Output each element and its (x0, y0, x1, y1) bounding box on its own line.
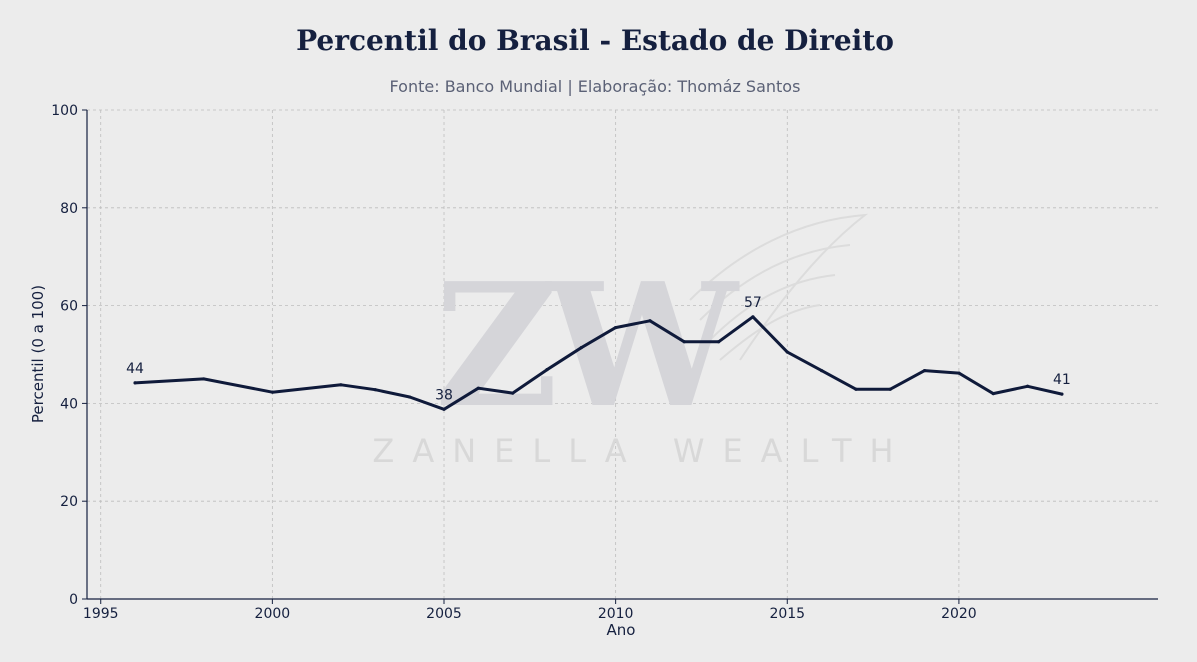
x-tick-label: 2010 (598, 606, 634, 622)
data-point (133, 381, 137, 385)
data-point (1025, 384, 1030, 388)
data-label: 57 (744, 295, 762, 311)
x-axis-label: Ano (607, 621, 636, 639)
axes: 1995 2000 2005 2010 2015 2020 0 20 40 60 80 100 (51, 103, 1158, 622)
data-point (545, 368, 549, 372)
y-tick-label: 0 (69, 592, 78, 608)
y-tick-label: 60 (60, 299, 78, 315)
y-tick-label: 100 (51, 103, 78, 119)
data-point (819, 369, 824, 373)
data-point (373, 388, 377, 392)
data-point (614, 326, 618, 330)
x-tick-label: 2020 (941, 606, 977, 622)
data-label: 41 (1053, 372, 1071, 388)
data-point (270, 390, 274, 394)
data-label: 44 (126, 361, 144, 377)
data-point (922, 369, 927, 373)
data-point (854, 387, 858, 391)
data-point (442, 407, 446, 411)
series-layer (133, 315, 1064, 411)
chart-title: Percentil do Brasil - Estado de Direito (296, 24, 894, 57)
data-point (476, 386, 480, 390)
y-tick-label: 80 (60, 201, 78, 217)
x-tick-label: 1995 (83, 606, 119, 622)
y-tick-label: 40 (60, 396, 78, 412)
x-tick-label: 2005 (426, 606, 462, 622)
data-point (785, 350, 789, 354)
data-label: 38 (435, 387, 453, 403)
x-tick-label: 2015 (769, 606, 805, 622)
data-point (957, 371, 961, 375)
data-point (888, 387, 892, 391)
y-tick-label: 20 (60, 494, 78, 510)
data-point (648, 319, 652, 323)
x-tick-label: 2000 (255, 606, 291, 622)
watermark-logo: ZW ZANELLA WEALTH (372, 213, 911, 470)
data-point (751, 315, 755, 319)
data-point (579, 346, 583, 350)
watermark-monogram: ZW (434, 246, 739, 446)
data-point (202, 377, 206, 381)
data-point (511, 391, 515, 395)
data-point (991, 392, 995, 396)
data-point (1060, 392, 1064, 396)
data-point (339, 383, 343, 387)
data-point (717, 340, 721, 344)
wing-icon (689, 213, 869, 361)
data-labels: 44 38 57 41 (126, 295, 1071, 403)
data-point (682, 340, 686, 344)
y-axis-label: Percentil (0 a 100) (29, 285, 47, 423)
watermark-text: ZANELLA WEALTH (372, 432, 911, 470)
chart-subtitle: Fonte: Banco Mundial | Elaboração: Thomá… (390, 77, 801, 96)
data-point (408, 395, 412, 399)
